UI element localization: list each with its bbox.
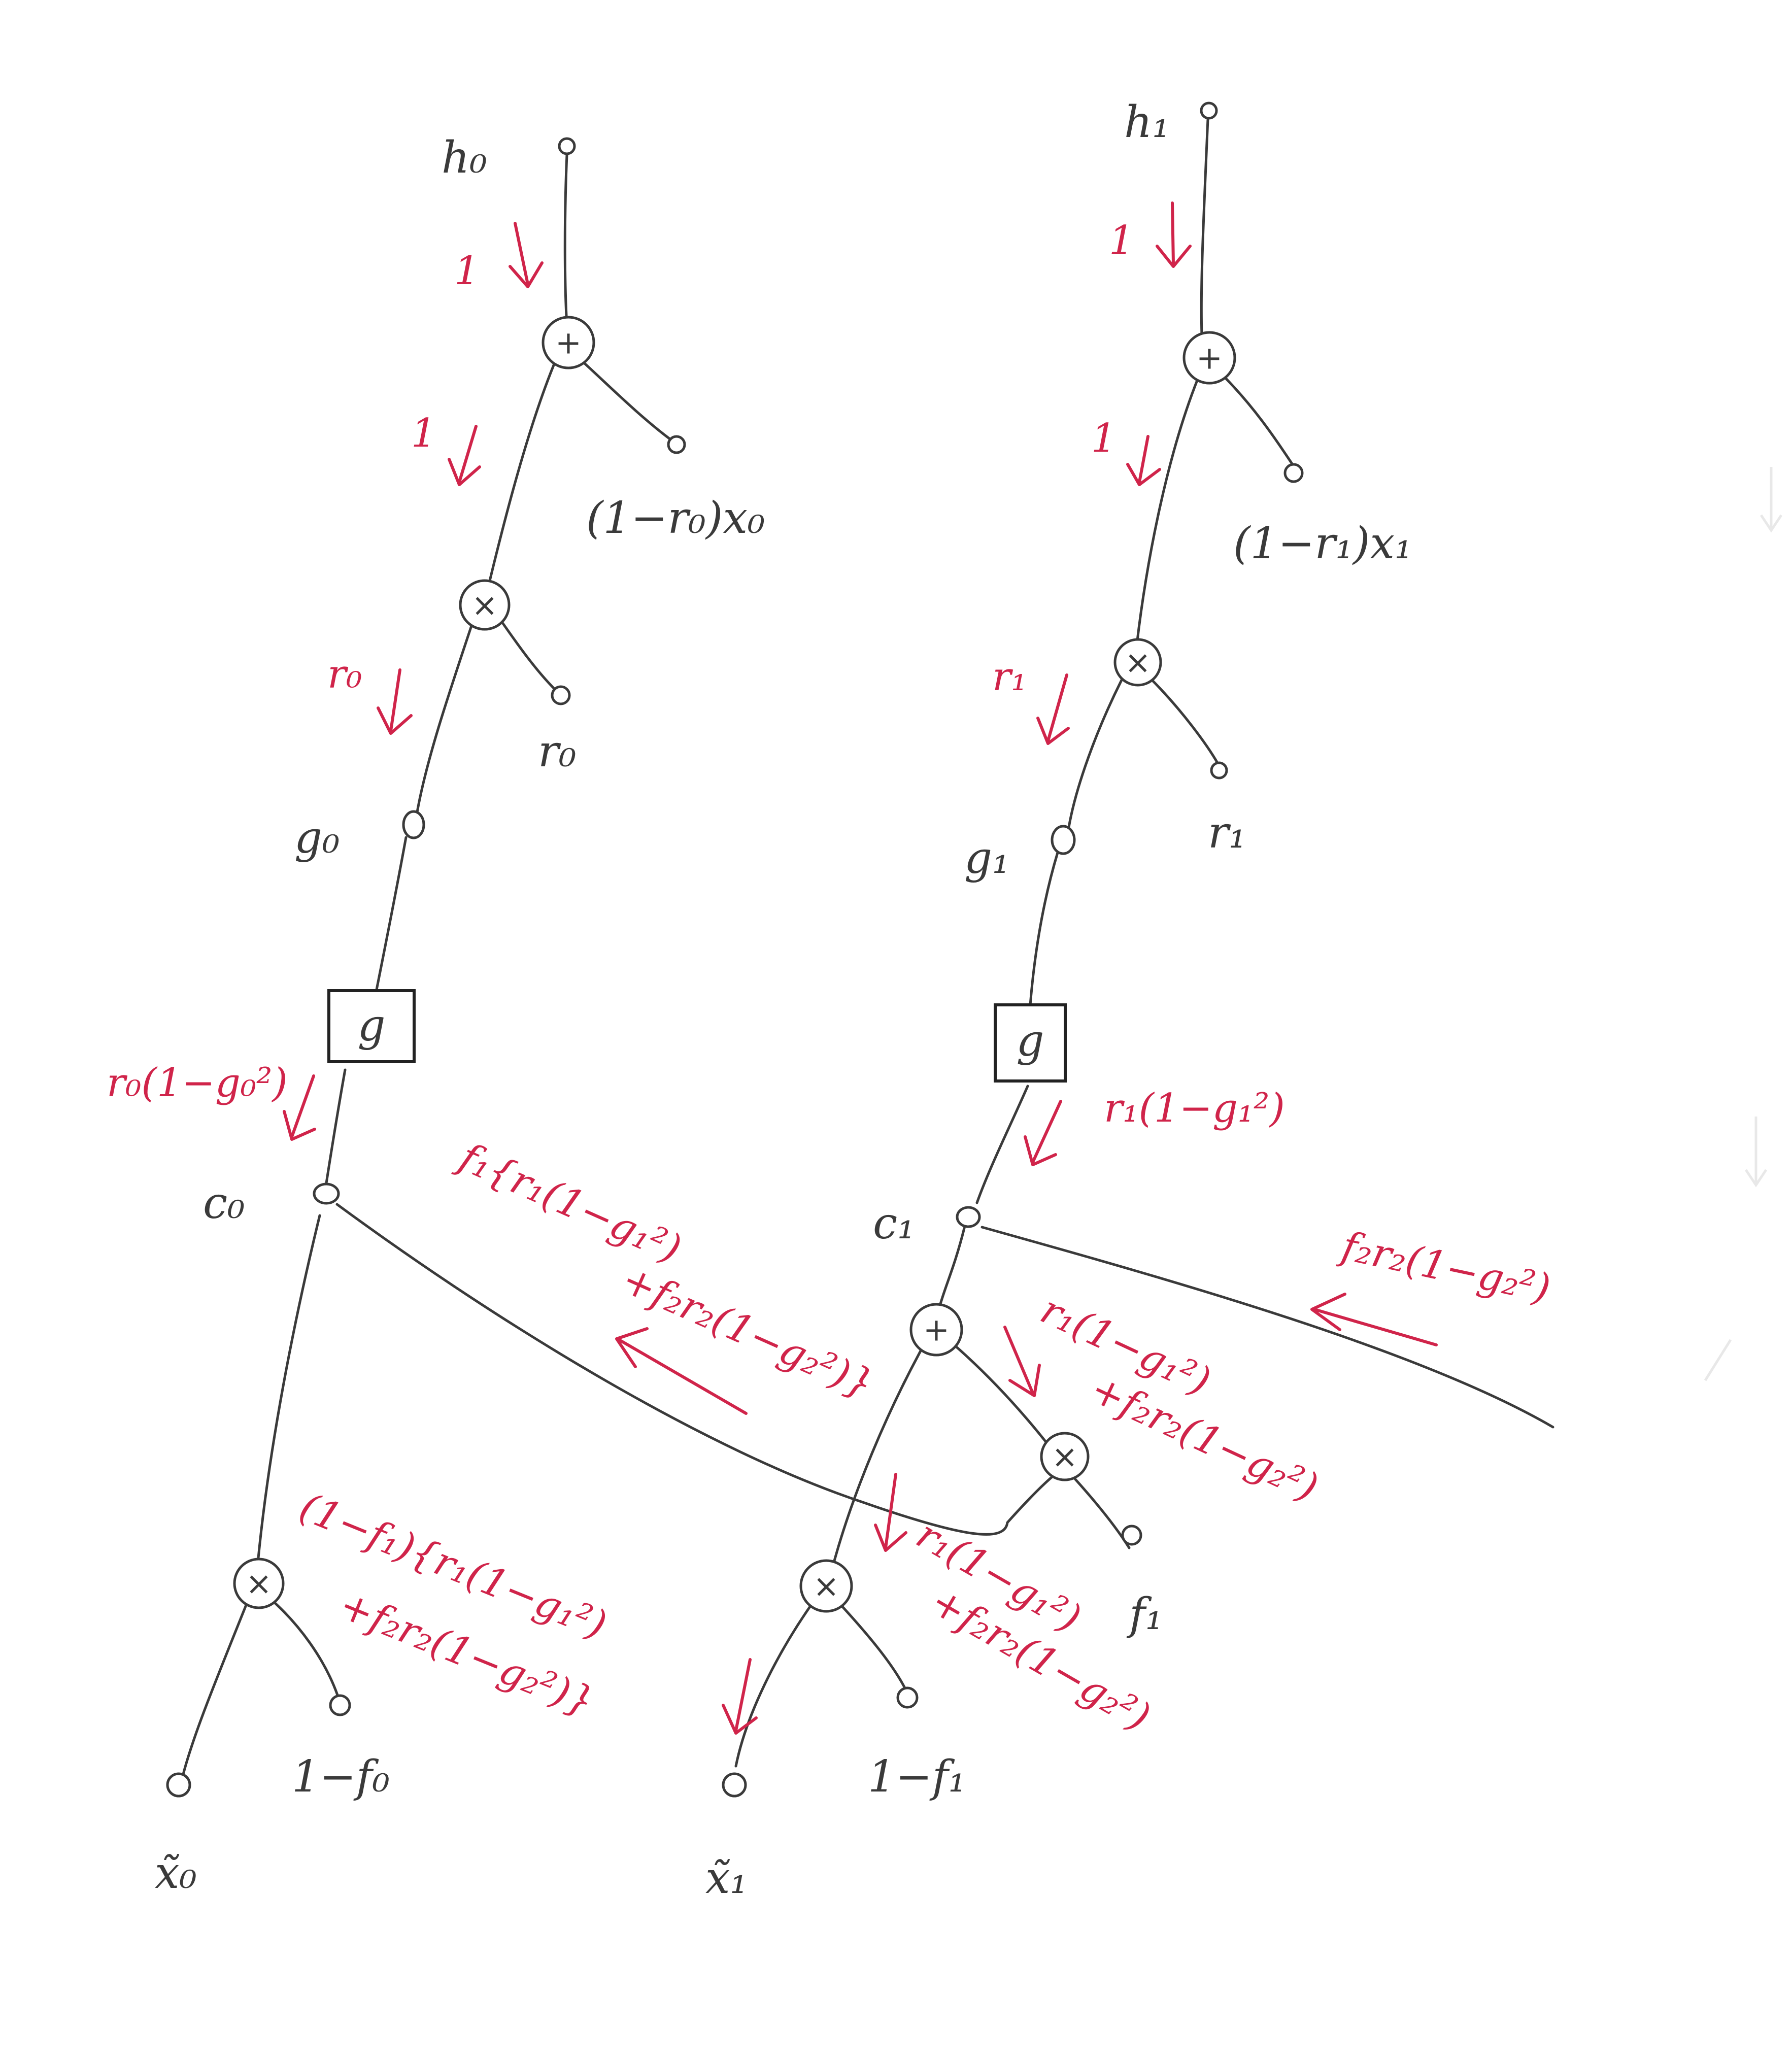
svg-text:×: × <box>246 1565 272 1602</box>
g0-label: g₀ <box>294 813 340 863</box>
grad-right-r: r₁ <box>992 654 1027 700</box>
left-times-op: × <box>459 579 511 631</box>
g1-node <box>1051 825 1076 855</box>
x0-tilde-node <box>166 1772 191 1798</box>
one-minus-f0-node <box>329 1694 351 1716</box>
g1-label: g₁ <box>964 833 1010 884</box>
left-bottom-times-op: × <box>233 1558 285 1609</box>
svg-text:×: × <box>1125 644 1151 681</box>
bleedthrough-marks <box>1704 467 1783 1381</box>
left-g-box: g <box>327 989 416 1063</box>
f1-input-node <box>1121 1525 1142 1546</box>
svg-text:×: × <box>471 587 498 624</box>
svg-text:+: + <box>555 324 582 361</box>
c1-node <box>956 1206 981 1228</box>
left-plus-op: + <box>542 316 595 369</box>
grad-right-mid: 1 <box>1091 416 1117 461</box>
grad-left-r: r₀ <box>327 652 362 697</box>
grad-left-top: 1 <box>454 248 480 294</box>
one-minus-f0-label: 1−f₀ <box>292 1751 390 1802</box>
one-minus-f1-node <box>896 1686 919 1709</box>
grad-right-top: 1 <box>1109 218 1134 263</box>
r1-input-node <box>1210 761 1228 780</box>
x1-tilde-label: x̃₁ <box>705 1853 748 1904</box>
right-plus-input-node <box>1283 463 1304 483</box>
grad-right-g: r₁(1−g₁²) <box>1104 1086 1285 1131</box>
c0-node <box>313 1182 340 1205</box>
x0-tilde-label: x̃₀ <box>155 1848 197 1899</box>
h0-node <box>558 137 576 155</box>
c0-label: c₀ <box>203 1178 245 1229</box>
c1-label: c₁ <box>873 1198 915 1249</box>
svg-text:g: g <box>357 1000 385 1051</box>
f1-times-op: × <box>1040 1432 1090 1481</box>
svg-text:+: + <box>923 1311 950 1348</box>
grad-left-mid: 1 <box>411 411 436 456</box>
right-times-op: × <box>1113 638 1162 687</box>
svg-text:×: × <box>813 1568 839 1605</box>
grad-incoming: f₂r₂(1−g₂²) <box>1335 1223 1554 1312</box>
svg-text:+f₂r₂(1−g₂²)}: +f₂r₂(1−g₂²)} <box>615 1257 881 1408</box>
right-plus-input-label: (1−r₁)x₁ <box>1233 518 1412 569</box>
svg-text:f₁{r₁(1−g₁²): f₁{r₁(1−g₁²) <box>451 1133 688 1272</box>
right-bottom-times-op: × <box>799 1559 853 1613</box>
h0-label: h₀ <box>442 132 487 183</box>
f1-label: f₁ <box>1126 1589 1163 1640</box>
r0-label: r₀ <box>538 726 577 777</box>
grad-left-g: r₀(1−g₀²) <box>107 1060 288 1106</box>
svg-text:+: + <box>1196 340 1223 377</box>
svg-text:×: × <box>1052 1438 1078 1475</box>
h1-label: h₁ <box>1124 97 1170 148</box>
right-sum-op: + <box>909 1303 963 1357</box>
left-plus-input-node <box>667 435 686 454</box>
left-plus-input-label: (1−r₀)x₀ <box>586 493 765 544</box>
one-minus-f1-label: 1−f₁ <box>868 1751 966 1802</box>
right-plus-op: + <box>1182 331 1236 385</box>
svg-text:g: g <box>1016 1016 1044 1066</box>
gradient-arrows <box>283 201 1438 1735</box>
r0-input-node <box>551 685 571 705</box>
left-wires <box>181 153 1060 1778</box>
x1-tilde-node <box>722 1772 747 1798</box>
r1-label: r₁ <box>1208 807 1246 858</box>
right-wires <box>734 118 1554 1768</box>
h1-node <box>1200 102 1218 120</box>
right-g-box: g <box>994 1003 1067 1083</box>
g0-node <box>402 810 425 839</box>
grad-left-bottom: (1−f₁){r₁(1−g₁²) +f₂r₂(1−g₂²)} <box>293 1484 613 1726</box>
